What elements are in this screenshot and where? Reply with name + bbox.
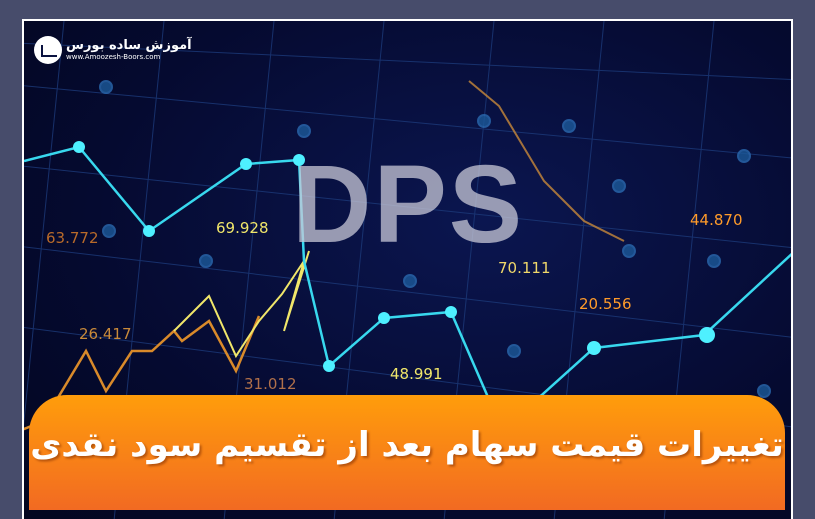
- title-banner: تغییرات قیمت سهام بعد از تقسیم سود نقدی: [29, 395, 785, 510]
- value-label: 20.556: [579, 295, 632, 313]
- orange-line-2: [468, 80, 625, 242]
- value-label: 63.772: [46, 229, 99, 247]
- yellow-line: [173, 250, 310, 359]
- value-label: 31.012: [244, 375, 297, 393]
- value-label: 69.928: [216, 219, 269, 237]
- globe-chart-icon: [34, 36, 62, 64]
- cyan-line-2: [523, 252, 791, 412]
- value-label: 70.111: [498, 259, 551, 277]
- value-label: 26.417: [79, 325, 132, 343]
- logo-title: آموزش ساده بورس: [66, 37, 192, 53]
- headline: DPS: [292, 143, 525, 266]
- value-label: 44.870: [690, 211, 743, 229]
- value-label: 48.991: [390, 365, 443, 383]
- banner-title: تغییرات قیمت سهام بعد از تقسیم سود نقدی: [30, 425, 784, 465]
- orange-line: [24, 315, 261, 431]
- cyan-points: [73, 141, 715, 372]
- grid-nodes: [99, 80, 771, 433]
- cyan-line: [24, 145, 496, 412]
- brand-logo: آموزش ساده بورس www.Amoozesh-Boors.com: [34, 36, 192, 64]
- logo-url: www.Amoozesh-Boors.com: [66, 52, 161, 61]
